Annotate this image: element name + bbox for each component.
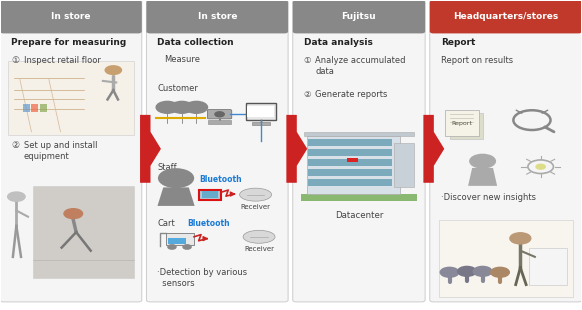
- FancyBboxPatch shape: [23, 104, 30, 112]
- FancyBboxPatch shape: [166, 233, 194, 245]
- Polygon shape: [468, 168, 497, 186]
- Circle shape: [536, 164, 545, 169]
- FancyBboxPatch shape: [169, 238, 186, 244]
- FancyBboxPatch shape: [247, 106, 274, 117]
- Text: ②: ②: [11, 141, 19, 150]
- Polygon shape: [158, 188, 194, 206]
- Text: Bluetooth: Bluetooth: [199, 175, 242, 184]
- FancyBboxPatch shape: [394, 143, 414, 188]
- Text: In store: In store: [197, 12, 237, 21]
- FancyBboxPatch shape: [147, 0, 288, 33]
- Text: Data collection: Data collection: [158, 38, 234, 47]
- Text: Data analysis: Data analysis: [304, 38, 372, 47]
- Circle shape: [64, 209, 83, 219]
- Circle shape: [473, 266, 492, 276]
- FancyBboxPatch shape: [347, 157, 358, 162]
- Text: Bluetooth: Bluetooth: [187, 219, 230, 228]
- FancyBboxPatch shape: [33, 186, 134, 278]
- Polygon shape: [423, 115, 444, 183]
- FancyBboxPatch shape: [308, 169, 392, 176]
- Text: Receiver: Receiver: [244, 246, 274, 252]
- Text: Prepare for measuring: Prepare for measuring: [11, 38, 126, 47]
- Circle shape: [156, 101, 179, 113]
- FancyBboxPatch shape: [246, 104, 276, 120]
- Circle shape: [159, 169, 193, 188]
- Polygon shape: [140, 115, 161, 183]
- Text: Headquarters/stores: Headquarters/stores: [453, 12, 559, 21]
- Text: Analyze accumulated
data: Analyze accumulated data: [315, 56, 406, 76]
- Text: Cart: Cart: [158, 219, 175, 228]
- FancyBboxPatch shape: [202, 191, 218, 198]
- FancyBboxPatch shape: [293, 0, 425, 302]
- FancyBboxPatch shape: [147, 0, 288, 302]
- Text: Inspect retail floor: Inspect retail floor: [24, 56, 101, 65]
- Ellipse shape: [240, 188, 272, 201]
- Text: Report: Report: [451, 121, 472, 126]
- FancyBboxPatch shape: [308, 139, 392, 146]
- Text: ·Discover new insights: ·Discover new insights: [441, 193, 536, 202]
- FancyBboxPatch shape: [293, 0, 425, 33]
- Circle shape: [470, 154, 495, 168]
- FancyBboxPatch shape: [0, 0, 142, 302]
- Text: Set up and install
equipment: Set up and install equipment: [24, 141, 97, 161]
- Circle shape: [105, 66, 122, 74]
- FancyBboxPatch shape: [308, 159, 392, 166]
- FancyBboxPatch shape: [251, 122, 270, 125]
- Circle shape: [171, 101, 193, 113]
- Circle shape: [510, 233, 531, 244]
- FancyBboxPatch shape: [40, 104, 47, 112]
- FancyBboxPatch shape: [207, 110, 232, 119]
- Circle shape: [168, 245, 176, 249]
- Text: Generate reports: Generate reports: [315, 90, 388, 99]
- Polygon shape: [286, 115, 307, 183]
- FancyBboxPatch shape: [307, 136, 400, 193]
- Text: Fujitsu: Fujitsu: [342, 12, 376, 21]
- Text: ·Detection by various
  sensors: ·Detection by various sensors: [158, 268, 247, 288]
- Text: Receiver: Receiver: [240, 204, 271, 210]
- FancyBboxPatch shape: [308, 149, 392, 156]
- FancyBboxPatch shape: [308, 179, 392, 186]
- Ellipse shape: [243, 230, 275, 243]
- Circle shape: [183, 245, 191, 249]
- FancyBboxPatch shape: [0, 0, 142, 33]
- Text: Customer: Customer: [158, 84, 198, 93]
- Text: ②: ②: [304, 90, 311, 99]
- FancyBboxPatch shape: [439, 220, 573, 297]
- FancyBboxPatch shape: [449, 113, 483, 139]
- Circle shape: [440, 267, 459, 277]
- FancyBboxPatch shape: [208, 121, 231, 123]
- FancyBboxPatch shape: [199, 189, 221, 200]
- FancyBboxPatch shape: [529, 248, 567, 285]
- Circle shape: [491, 267, 509, 277]
- Polygon shape: [304, 132, 414, 136]
- Circle shape: [457, 266, 476, 276]
- Text: In store: In store: [51, 12, 91, 21]
- Circle shape: [215, 112, 224, 117]
- Text: Measure: Measure: [165, 55, 200, 64]
- Text: Report on results: Report on results: [441, 56, 513, 65]
- Text: Report: Report: [441, 38, 475, 47]
- FancyBboxPatch shape: [430, 0, 582, 33]
- Circle shape: [185, 101, 208, 113]
- FancyBboxPatch shape: [31, 104, 38, 112]
- Text: ①: ①: [11, 56, 19, 65]
- Text: ①: ①: [304, 56, 311, 65]
- FancyBboxPatch shape: [8, 61, 134, 135]
- FancyBboxPatch shape: [430, 0, 582, 302]
- Text: Datacenter: Datacenter: [335, 210, 383, 219]
- Circle shape: [8, 192, 25, 201]
- FancyBboxPatch shape: [301, 193, 417, 201]
- Text: Staff: Staff: [158, 163, 177, 172]
- FancyBboxPatch shape: [445, 110, 478, 136]
